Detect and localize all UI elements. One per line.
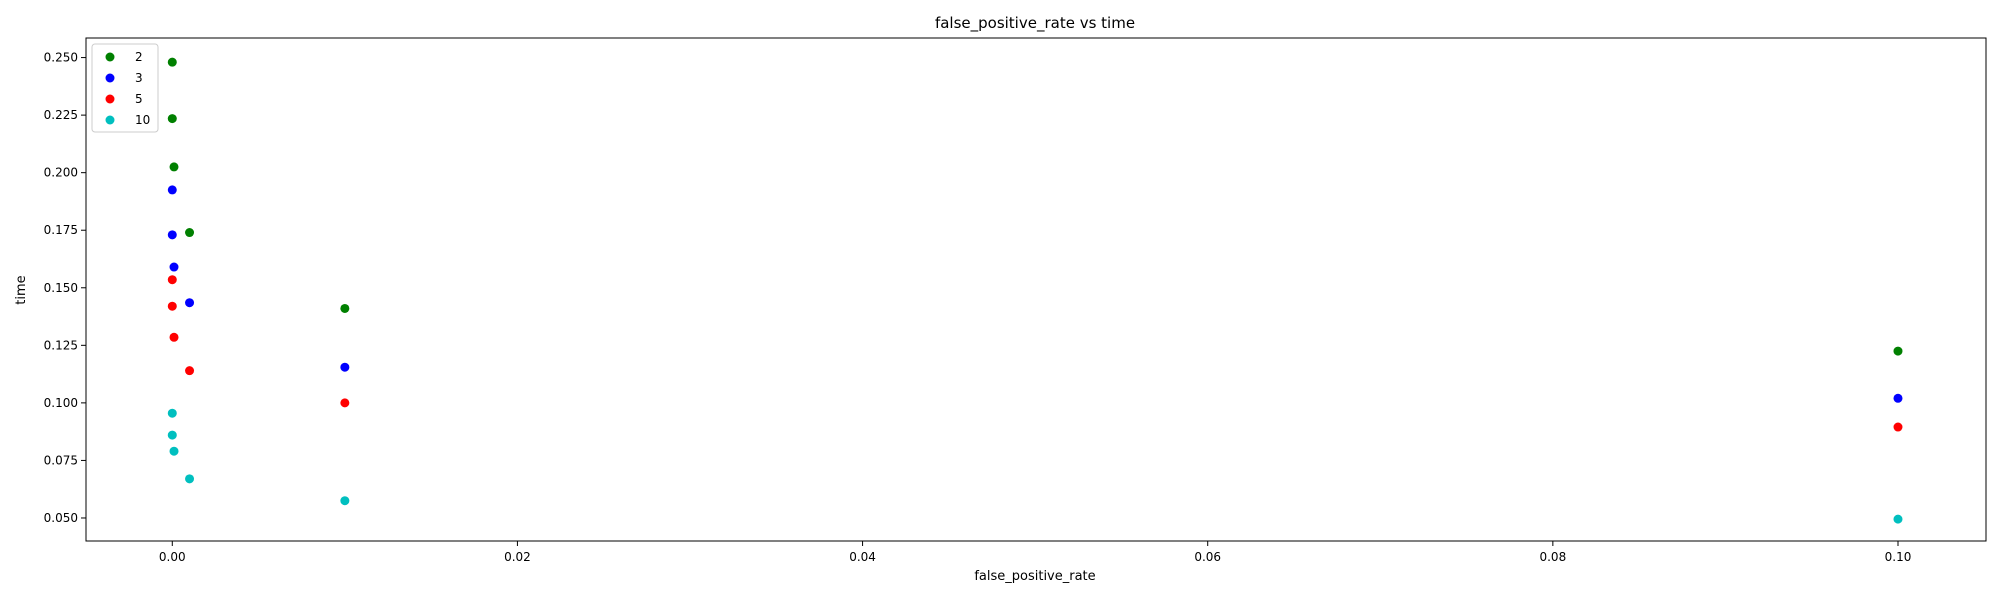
x-tick-label: 0.06	[1194, 550, 1221, 564]
legend-label-series-2: 2	[135, 50, 143, 64]
data-point-series-5	[169, 332, 179, 342]
data-point-series-5	[185, 366, 195, 376]
y-tick-label: 0.175	[44, 223, 78, 237]
y-tick-label: 0.200	[44, 166, 78, 180]
data-point-series-2	[185, 228, 195, 238]
legend: 2 3 5 10	[91, 43, 159, 133]
data-point-series-2	[167, 57, 177, 67]
legend-marker-series-10	[105, 115, 115, 125]
data-point-series-10	[1893, 514, 1903, 524]
x-tick-label: 0.10	[1885, 550, 1912, 564]
x-axis-label: false_positive_rate	[974, 569, 1095, 584]
data-point-series-5	[167, 301, 177, 311]
y-tick-label: 0.075	[44, 453, 78, 467]
y-tick-label: 0.100	[44, 396, 78, 410]
data-point-series-3	[167, 185, 177, 195]
data-point-series-2	[340, 303, 350, 313]
data-points	[167, 57, 1903, 524]
data-point-series-10	[185, 474, 195, 484]
data-point-series-3	[1893, 393, 1903, 403]
data-point-series-2	[169, 162, 179, 172]
data-point-series-2	[1893, 346, 1903, 356]
x-axis: 0.00 0.02 0.04 0.06 0.08 0.10	[159, 541, 1911, 564]
data-point-series-3	[340, 362, 350, 372]
y-tick-label: 0.050	[44, 511, 78, 525]
data-point-series-3	[167, 230, 177, 240]
legend-label-series-3: 3	[135, 71, 143, 85]
data-point-series-3	[169, 262, 179, 272]
y-tick-label: 0.150	[44, 281, 78, 295]
legend-marker-series-3	[105, 73, 115, 83]
legend-marker-series-2	[105, 52, 115, 62]
y-tick-label: 0.125	[44, 338, 78, 352]
data-point-series-10	[169, 446, 179, 456]
legend-frame	[91, 43, 159, 133]
legend-marker-series-5	[105, 94, 115, 104]
y-tick-label: 0.225	[44, 108, 78, 122]
data-point-series-5	[340, 398, 350, 408]
x-tick-label: 0.04	[849, 550, 876, 564]
chart-title: false_positive_rate vs time	[935, 14, 1135, 33]
data-point-series-3	[185, 298, 195, 308]
y-axis-label: time	[14, 275, 29, 304]
y-tick-label: 0.250	[44, 51, 78, 65]
y-axis: 0.050 0.075 0.100 0.125 0.150 0.175 0.200 0.225…	[44, 51, 86, 525]
data-point-series-10	[340, 496, 350, 506]
x-tick-label: 0.02	[504, 550, 531, 564]
data-point-series-5	[167, 275, 177, 285]
data-point-series-2	[167, 114, 177, 124]
plot-area-frame	[85, 37, 1987, 542]
x-tick-label: 0.00	[159, 550, 186, 564]
x-tick-label: 0.08	[1539, 550, 1566, 564]
data-point-series-10	[167, 430, 177, 440]
data-point-series-5	[1893, 422, 1903, 432]
data-point-series-10	[167, 408, 177, 418]
legend-label-series-10: 10	[135, 113, 150, 127]
legend-label-series-5: 5	[135, 92, 143, 106]
